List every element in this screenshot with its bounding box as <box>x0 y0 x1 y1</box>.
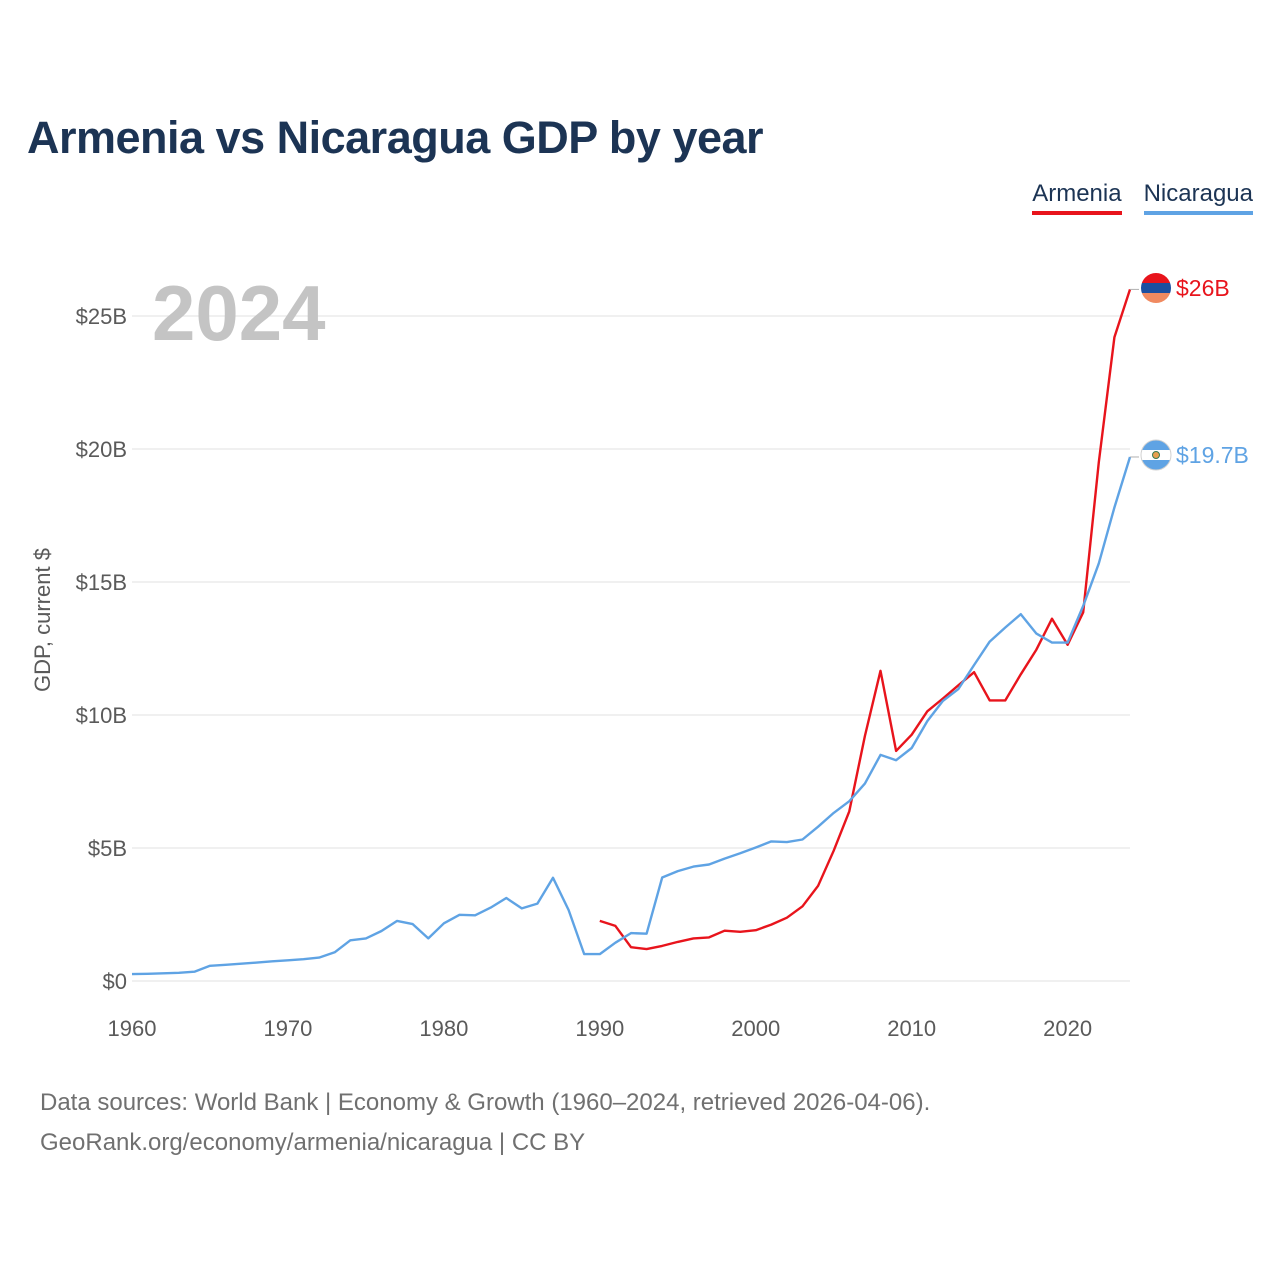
nicaragua-end-label: $19.7B <box>1176 442 1249 468</box>
y-axis-label: GDP, current $ <box>30 548 55 692</box>
x-tick-label: 1980 <box>419 1016 468 1041</box>
x-tick-label: 1990 <box>575 1016 624 1041</box>
data-source-note: Data sources: World Bank | Economy & Gro… <box>40 1083 930 1163</box>
legend-item-armenia[interactable]: Armenia <box>1032 180 1122 215</box>
legend: Armenia Nicaragua <box>1032 180 1253 215</box>
y-tick-label: $20B <box>76 437 127 462</box>
y-tick-label: $25B <box>76 304 127 329</box>
y-axis-ticks: $0 $5B $10B $15B $20B $25B <box>76 304 127 994</box>
nicaragua-flag-icon <box>1140 439 1172 471</box>
chart-title: Armenia vs Nicaragua GDP by year <box>27 112 764 163</box>
y-tick-label: $15B <box>76 570 127 595</box>
series-line-armenia <box>599 289 1132 951</box>
current-year-label: 2024 <box>152 269 326 357</box>
x-axis-ticks: 1960 1970 1980 1990 2000 2010 2020 <box>108 1016 1093 1041</box>
x-tick-label: 1970 <box>263 1016 312 1041</box>
x-tick-label: 2010 <box>887 1016 936 1041</box>
legend-item-nicaragua[interactable]: Nicaragua <box>1143 180 1253 215</box>
x-tick-label: 2000 <box>731 1016 780 1041</box>
series-lines <box>131 288 1139 976</box>
y-tick-label: $0 <box>103 969 127 994</box>
x-tick-label: 1960 <box>108 1016 157 1041</box>
series-line-nicaragua <box>131 456 1132 976</box>
x-tick-label: 2020 <box>1043 1016 1092 1041</box>
source-line-1: Data sources: World Bank | Economy & Gro… <box>40 1089 931 1116</box>
source-line-2[interactable]: GeoRank.org/economy/armenia/nicaragua | … <box>40 1129 586 1156</box>
y-tick-label: $5B <box>88 836 127 861</box>
armenia-flag-icon <box>1141 273 1171 303</box>
armenia-end-label: $26B <box>1176 275 1230 301</box>
y-tick-label: $10B <box>76 703 127 728</box>
gridlines <box>132 315 1130 982</box>
